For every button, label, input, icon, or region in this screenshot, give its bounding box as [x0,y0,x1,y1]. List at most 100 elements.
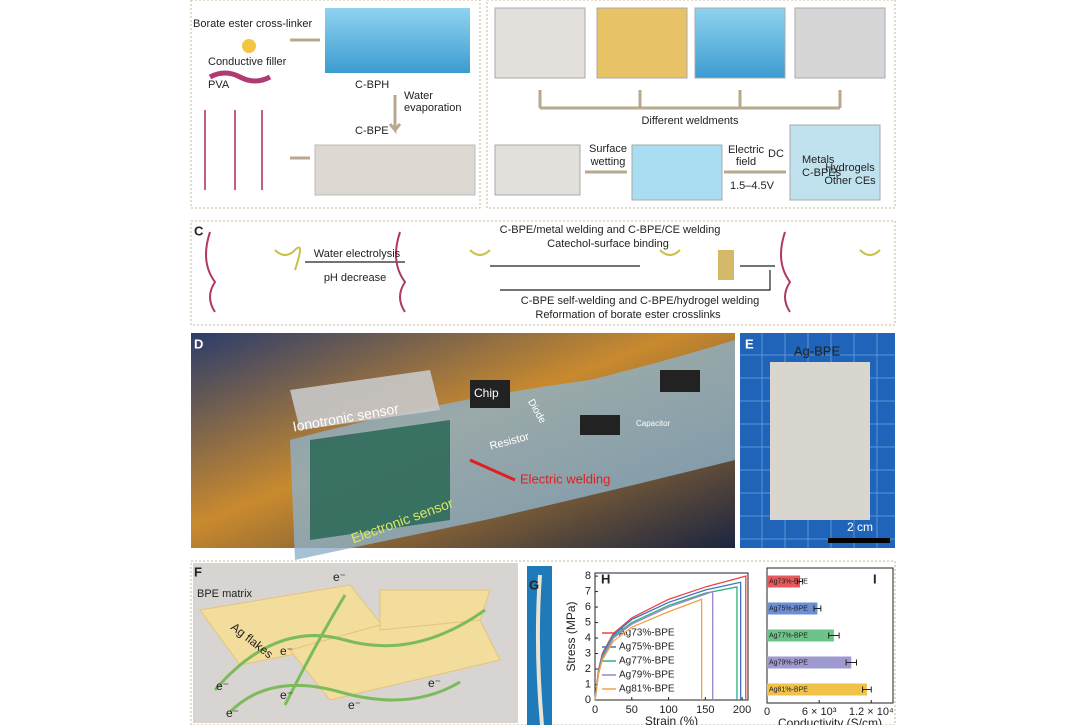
x-tick-label: 0 [764,706,770,718]
panel-label: D [194,336,203,351]
bar-label: Ag79%-BPE [769,659,808,666]
bar-label: Ag77%-BPE [769,632,808,639]
legend-label: Ag73%-BPE [619,628,675,639]
label: Other CEs [824,175,876,187]
block [631,144,723,201]
hydrogel-block [325,8,470,73]
error-bar [828,632,840,639]
x-tick-label: 0 [592,704,598,716]
label: 1.5–4.5V [730,180,775,192]
label: Ag-BPE [794,343,841,358]
error-bar [862,686,872,693]
bar-label: Ag81%-BPE [769,686,808,693]
panel-label: H [601,571,610,586]
molecule [274,246,881,271]
label: e⁻ [333,570,346,584]
label: Surface [589,143,627,155]
arrow [388,95,402,135]
bar [767,656,852,669]
x-tick-label: 150 [696,704,714,716]
bar-label: Ag75%-BPE [769,605,808,612]
y-tick-label: 2 [585,663,591,675]
filler-icon [242,39,256,53]
legend-label: Ag79%-BPE [619,670,675,681]
legend-label: Ag81%-BPE [619,684,675,695]
crosslink-structure [204,110,263,190]
error-bar [813,605,822,612]
y-tick-label: 4 [585,632,591,644]
y-tick-label: 8 [585,570,591,582]
label: PVA [208,79,230,91]
panel-c-text: C Water electrolysis pH decrease C-BPE/m… [194,223,759,320]
label: C-BPE/metal welding and C-BPE/CE welding [500,224,721,236]
conduction-path [213,594,486,714]
panel-label: I [873,571,877,586]
label: wetting [590,156,626,168]
label: C-BPE [355,125,389,137]
panel-label: G [529,577,539,592]
molecule [205,231,792,313]
bar [767,575,801,588]
y-tick-label: 1 [585,678,591,690]
y-tick-label: 5 [585,616,591,628]
label: C-BPEs [802,167,842,179]
label: Catechol-surface binding [547,238,669,250]
bar [767,683,867,696]
elastomer-block [314,144,476,196]
bar [767,629,834,642]
electronic-sensor [310,420,450,540]
chip [470,380,510,408]
block [694,7,786,79]
arrow [538,90,842,110]
block [494,7,586,79]
panel-a-frame [190,0,481,209]
x-axis-title: Strain (%) [645,714,698,725]
ag-flakes [199,584,501,701]
ic [660,370,700,392]
label: Borate ester cross-linker [193,18,313,30]
label: e⁻ [226,706,239,720]
panel-a-text: Borate ester cross-linker Conductive fil… [193,18,462,137]
pva-chain [208,70,272,84]
label: Electric [728,144,765,156]
x-tick-label: 1.2 × 10⁴ [849,706,894,718]
label: Water electrolysis [314,248,401,260]
label: DC [768,148,784,160]
bar-label: Ag73%-BPE [769,578,808,585]
label: Metals [802,154,835,166]
label: pH decrease [324,272,386,284]
label: Electric welding [520,471,610,486]
panel-e-text: E Ag-BPE 2 cm [745,336,873,534]
arrow [305,261,775,291]
label: e⁻ [348,698,361,712]
sample [770,362,870,520]
y-tick-label: 0 [585,694,591,706]
panel-b-text: Different weldments Surface wetting Elec… [589,115,876,192]
label: C-BPH [355,79,389,91]
arrow [469,458,516,482]
label: Conductive filler [208,56,287,68]
ic [580,415,620,435]
block [596,7,688,79]
block [789,124,881,201]
panel-b-frame [486,0,896,209]
label: Chip [474,386,499,400]
label: Capacitor [636,419,671,428]
label: Hydrogels [825,162,875,174]
x-tick-label: 200 [733,704,751,716]
curve [594,598,703,701]
label: BPE matrix [197,588,253,600]
block [494,144,581,196]
label: e⁻ [280,688,293,702]
block [794,7,886,79]
chart-h: 0 1 2 3 4 5 6 7 8 0 50 100 150 200 Strain (%) Stress (M… [564,570,751,725]
fiber [535,574,544,725]
y-tick-label: 7 [585,585,591,597]
label: evaporation [404,102,462,114]
label: e⁻ [216,679,229,693]
label: e⁻ [280,644,293,658]
y-tick-label: 3 [585,647,591,659]
panel-c-frame [190,220,896,326]
